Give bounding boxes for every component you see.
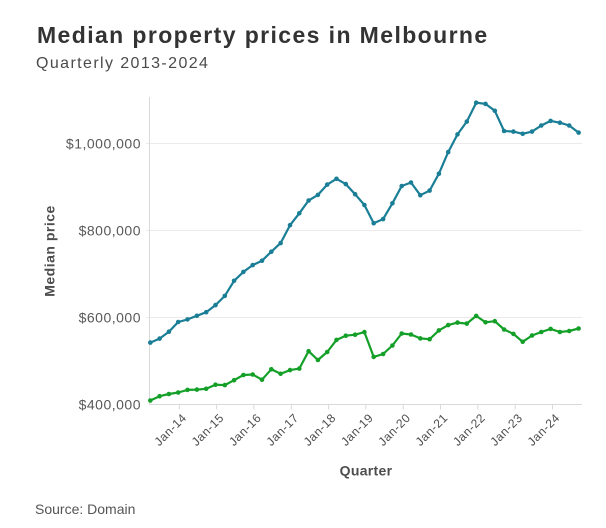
svg-text:Jan-23: Jan-23 bbox=[487, 411, 525, 449]
svg-text:$1,000,000: $1,000,000 bbox=[66, 135, 141, 151]
svg-text:Median price: Median price bbox=[42, 205, 58, 297]
svg-text:Jan-14: Jan-14 bbox=[151, 411, 189, 449]
svg-text:Jan-19: Jan-19 bbox=[338, 411, 376, 449]
svg-text:Jan-15: Jan-15 bbox=[189, 411, 227, 449]
svg-text:Jan-17: Jan-17 bbox=[263, 411, 301, 449]
svg-text:Quarter: Quarter bbox=[340, 463, 393, 479]
svg-text:Jan-18: Jan-18 bbox=[301, 411, 339, 449]
svg-text:Jan-24: Jan-24 bbox=[525, 411, 563, 449]
svg-text:Jan-16: Jan-16 bbox=[226, 411, 264, 449]
svg-text:Jan-20: Jan-20 bbox=[375, 411, 413, 449]
svg-text:$800,000: $800,000 bbox=[79, 222, 141, 238]
svg-text:Jan-21: Jan-21 bbox=[413, 411, 451, 449]
svg-text:$400,000: $400,000 bbox=[79, 396, 141, 412]
svg-text:$600,000: $600,000 bbox=[79, 309, 141, 325]
svg-text:Jan-22: Jan-22 bbox=[450, 411, 488, 449]
